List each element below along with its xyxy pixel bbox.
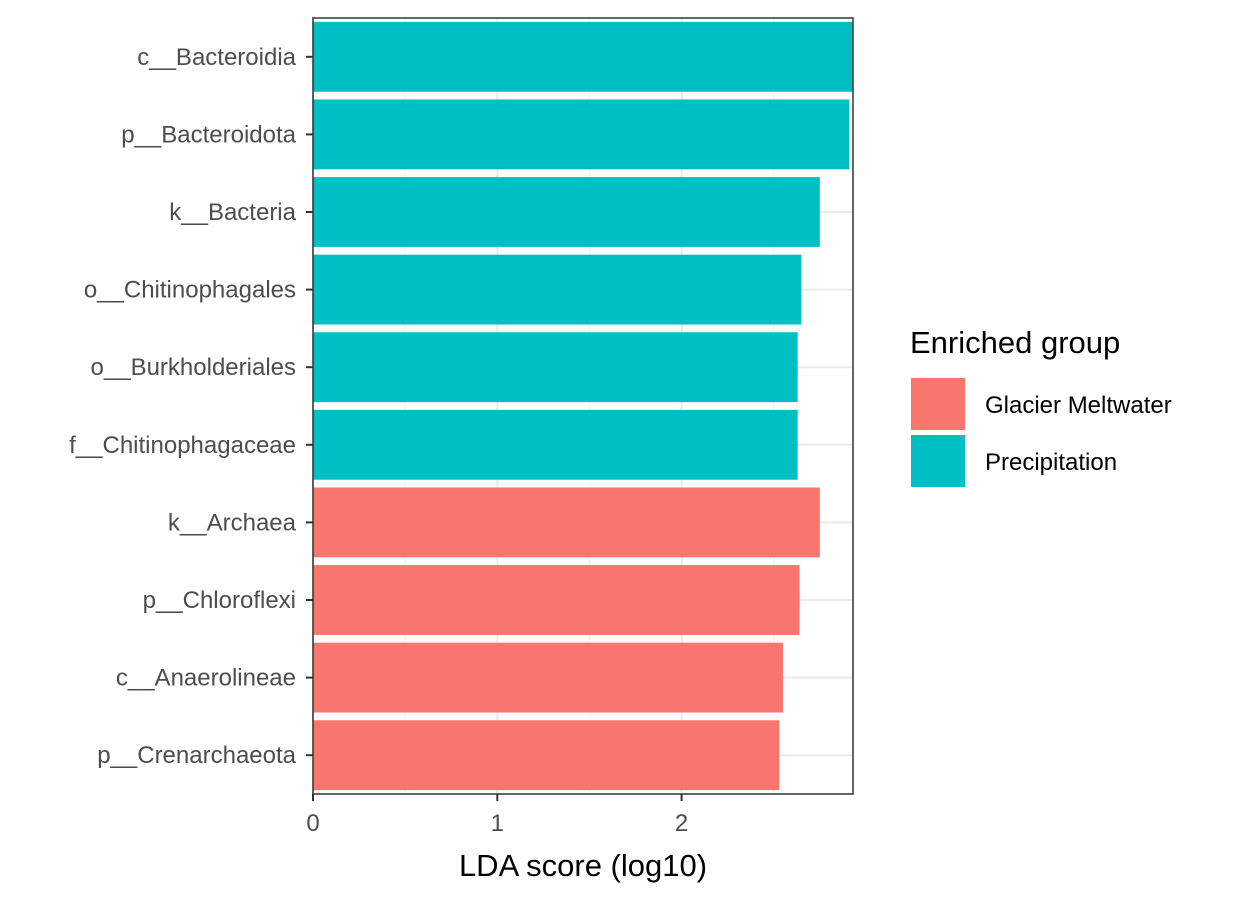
bar-o__Chitinophagales (313, 254, 802, 325)
x-tick-label: 0 (306, 810, 319, 837)
y-tick-label: c__Anaerolineae (116, 665, 296, 692)
x-axis-title: LDA score (log10) (459, 848, 707, 883)
bar-f__Chitinophagaceae (313, 409, 798, 480)
y-tick-label: k__Archaea (168, 509, 297, 536)
y-tick-label: o__Chitinophagales (84, 277, 296, 304)
legend-entries: Glacier Meltwater Precipitation (911, 378, 1172, 487)
bar-p__Crenarchaeota (313, 720, 780, 791)
y-tick-label: o__Burkholderiales (91, 354, 296, 381)
bar-p__Chloroflexi (313, 565, 800, 635)
panel-border (312, 17, 854, 795)
x-tick-label: 2 (675, 810, 688, 837)
y-tick-label: c__Bacteroidia (137, 44, 296, 71)
legend-key (911, 378, 965, 430)
legend: Enriched group Glacier Meltwater Precipit… (910, 325, 1172, 487)
bar-c__Bacteroidia (313, 21, 853, 92)
y-tick-label: p__Bacteroidota (121, 121, 296, 148)
bar-p__Bacteroidota (313, 99, 850, 170)
bar-k__Bacteria (313, 177, 820, 247)
legend-title: Enriched group (910, 325, 1120, 360)
y-tick-label: p__Crenarchaeota (97, 742, 296, 769)
bars (313, 21, 853, 791)
legend-label: Precipitation (985, 449, 1117, 476)
x-axis: 0 1 2 (306, 794, 688, 837)
y-tick-label: f__Chitinophagaceae (69, 432, 296, 459)
legend-label: Glacier Meltwater (985, 392, 1172, 419)
y-tick-label: p__Chloroflexi (143, 587, 296, 614)
legend-key (911, 435, 965, 487)
bar-o__Burkholderiales (313, 332, 798, 403)
x-tick-label: 1 (491, 810, 504, 837)
y-tick-label: k__Bacteria (169, 199, 296, 226)
bar-c__Anaerolineae (313, 642, 783, 713)
y-axis: c__Bacteroidia p__Bacteroidota k__Bacteria… (69, 44, 313, 769)
bar-k__Archaea (313, 487, 820, 558)
